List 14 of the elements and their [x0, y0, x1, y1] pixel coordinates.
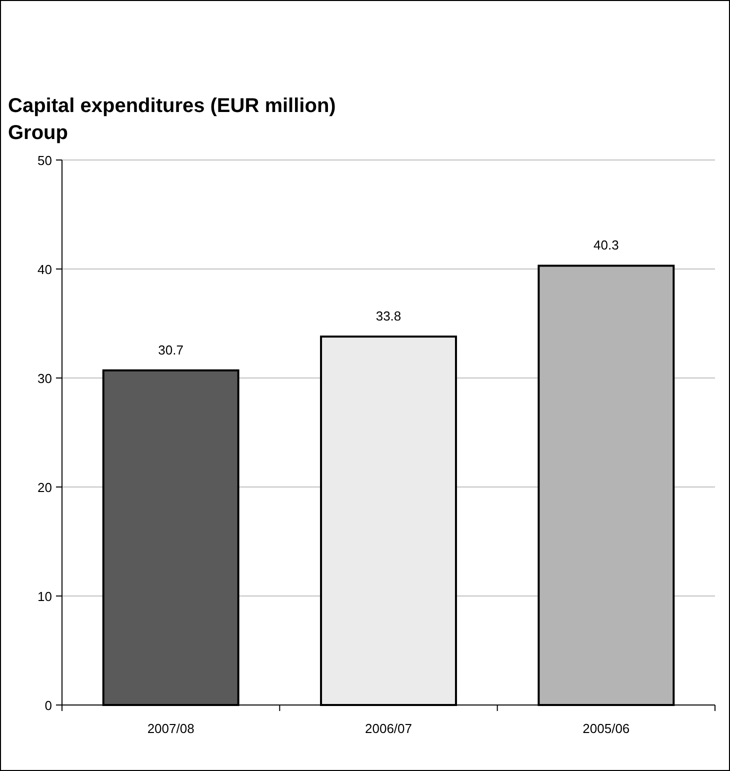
- y-tick-label: 40: [38, 262, 52, 277]
- y-tick-label: 10: [38, 589, 52, 604]
- y-tick-label: 30: [38, 371, 52, 386]
- y-tick-label: 50: [38, 153, 52, 168]
- x-tick-label: 2005/06: [582, 721, 630, 736]
- data-label: 40.3: [594, 238, 619, 253]
- x-tick-label: 2006/07: [365, 721, 412, 736]
- chart-title: Capital expenditures (EUR million): [8, 95, 336, 117]
- y-tick-label: 0: [44, 698, 52, 713]
- data-label: 33.8: [376, 308, 402, 324]
- x-tick-label: 2007/08: [147, 721, 194, 736]
- y-tick-label: 20: [38, 480, 52, 495]
- data-label: 30.7: [158, 342, 184, 358]
- chart-subtitle: Group: [8, 122, 68, 144]
